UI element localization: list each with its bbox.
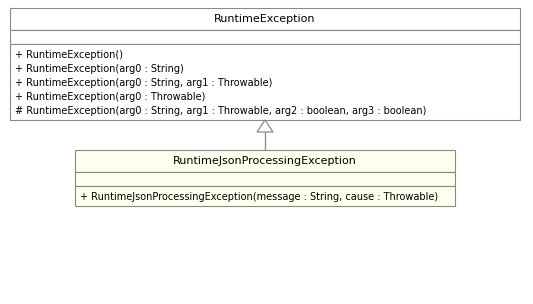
Text: + RuntimeJsonProcessingException(message : String, cause : Throwable): + RuntimeJsonProcessingException(message… bbox=[80, 192, 438, 202]
Text: + RuntimeException(arg0 : String): + RuntimeException(arg0 : String) bbox=[15, 64, 184, 74]
Polygon shape bbox=[257, 120, 273, 132]
Bar bbox=[10, 30, 520, 44]
Text: RuntimeJsonProcessingException: RuntimeJsonProcessingException bbox=[173, 156, 357, 166]
Bar bbox=[10, 44, 520, 120]
Bar bbox=[75, 186, 455, 206]
Bar bbox=[75, 150, 455, 172]
Text: + RuntimeException(arg0 : String, arg1 : Throwable): + RuntimeException(arg0 : String, arg1 :… bbox=[15, 78, 272, 88]
Bar bbox=[10, 8, 520, 30]
Text: # RuntimeException(arg0 : String, arg1 : Throwable, arg2 : boolean, arg3 : boole: # RuntimeException(arg0 : String, arg1 :… bbox=[15, 106, 426, 116]
Text: + RuntimeException(arg0 : Throwable): + RuntimeException(arg0 : Throwable) bbox=[15, 92, 205, 102]
Bar bbox=[75, 172, 455, 186]
Text: RuntimeException: RuntimeException bbox=[214, 14, 316, 24]
Text: + RuntimeException(): + RuntimeException() bbox=[15, 50, 123, 60]
